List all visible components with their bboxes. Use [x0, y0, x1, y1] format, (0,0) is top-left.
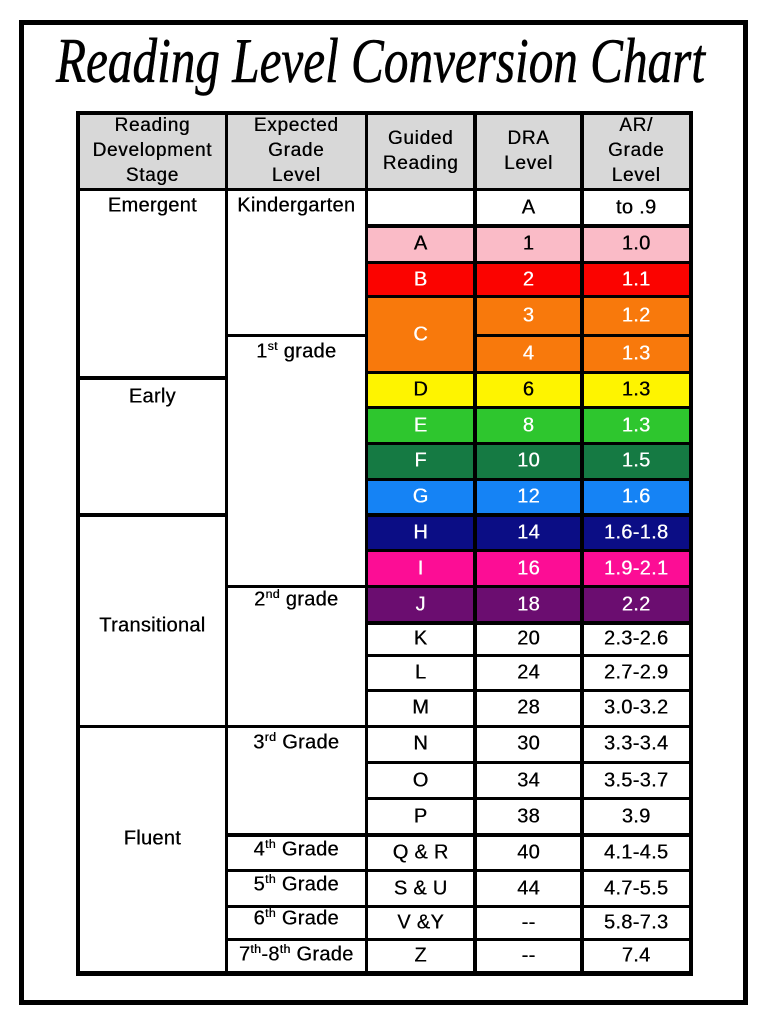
svg-text:Reading Level Conversion Chart: Reading Level Conversion Chart	[55, 26, 706, 96]
